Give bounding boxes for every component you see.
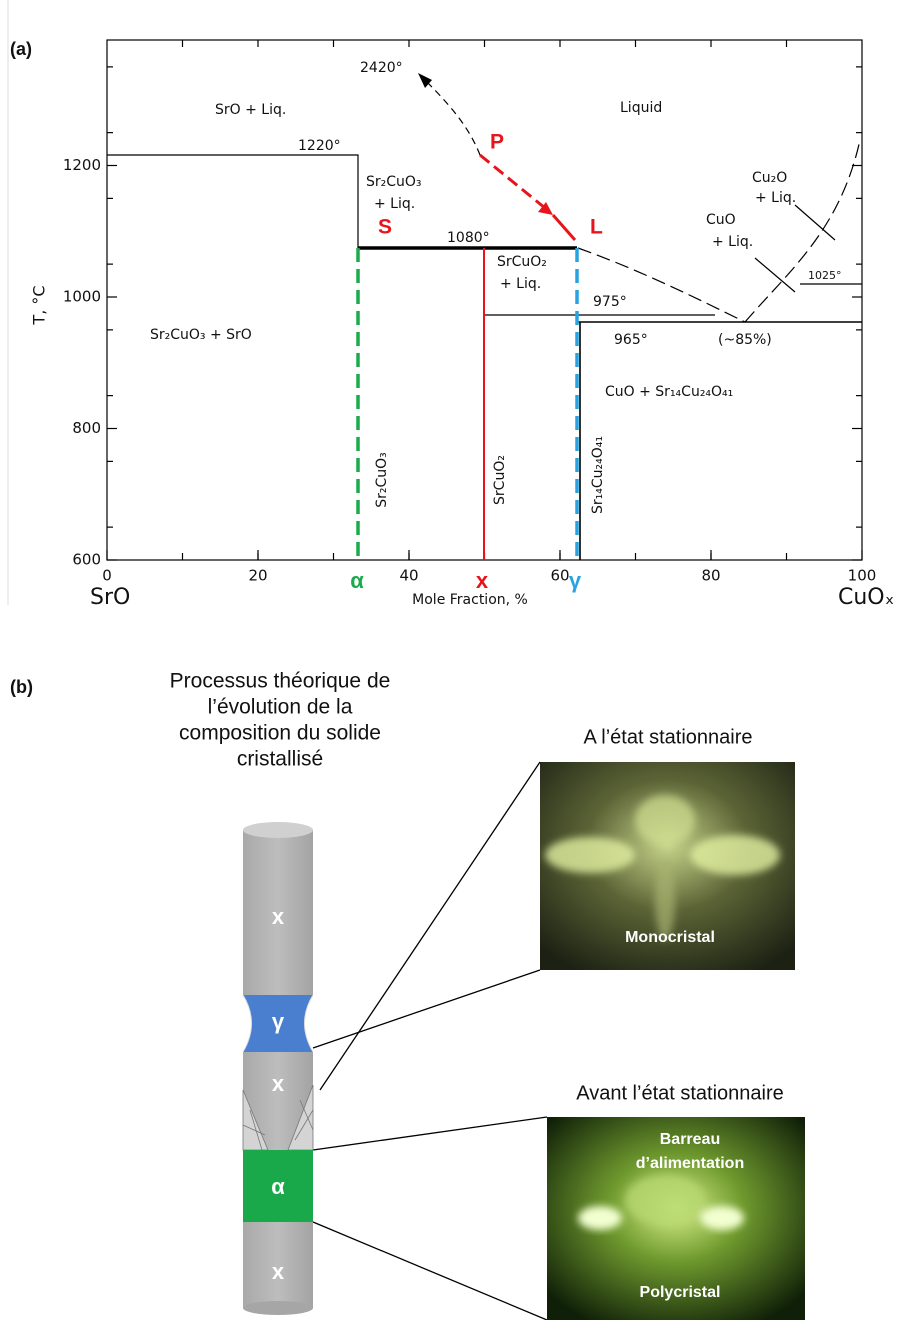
rod-segment bbox=[243, 830, 313, 995]
schematic: Processus théorique de l’évolution de la c… bbox=[170, 670, 805, 1320]
compound-label: Sr₂CuO₃ bbox=[374, 452, 390, 508]
region-label: + Liq. bbox=[374, 196, 415, 212]
x-tick-label: 40 bbox=[399, 567, 418, 585]
composition-marker: α bbox=[350, 568, 364, 593]
point-label: L bbox=[590, 216, 603, 239]
liquidus bbox=[577, 247, 746, 323]
photo-glow bbox=[545, 795, 780, 940]
photo-caption: Monocristal bbox=[625, 929, 715, 946]
x-tick-label: 60 bbox=[550, 567, 569, 585]
crystal-grains bbox=[242, 1084, 314, 1151]
connector bbox=[312, 761, 548, 1320]
rod-top bbox=[243, 822, 313, 838]
photo-caption: Barreau bbox=[660, 1131, 720, 1148]
compound-label: SrCuO₂ bbox=[492, 455, 508, 505]
x-end-label: SrO bbox=[90, 585, 130, 610]
photo-caption: d’alimentation bbox=[636, 1155, 744, 1172]
y-tick-label: 1000 bbox=[63, 288, 101, 306]
rod-label: α bbox=[271, 1174, 285, 1199]
point-label: S bbox=[378, 216, 392, 239]
phase-boundary bbox=[577, 321, 862, 560]
x-axis-label: Mole Fraction, % bbox=[412, 592, 528, 608]
region-label: + Liq. bbox=[712, 234, 753, 250]
region-label: + Liq. bbox=[755, 190, 796, 206]
composition-marker: x bbox=[476, 568, 489, 593]
rod-label: x bbox=[272, 904, 285, 929]
rod-bottom bbox=[243, 1301, 313, 1315]
arrow-head bbox=[538, 202, 553, 215]
panel-label: (b) bbox=[10, 677, 33, 697]
x-tick-label: 0 bbox=[102, 567, 112, 585]
y-axis-label: T, °C bbox=[30, 285, 49, 325]
panel-label: (a) bbox=[10, 39, 32, 59]
point-label: P bbox=[490, 131, 504, 154]
composition-marker: γ bbox=[569, 568, 582, 593]
photo-title: A l’état stationnaire bbox=[584, 726, 753, 748]
title-line: cristallisé bbox=[237, 748, 323, 771]
arrow-head bbox=[418, 73, 432, 88]
title-line: l’évolution de la bbox=[208, 696, 353, 719]
region-label: 975° bbox=[593, 294, 627, 310]
region-label: CuO + Sr₁₄Cu₂₄O₄₁ bbox=[605, 384, 733, 400]
region-label: (~85%) bbox=[718, 332, 772, 348]
rod-neck-edge bbox=[242, 994, 314, 1053]
compound-label: Sr₁₄Cu₂₄O₄₁ bbox=[590, 436, 606, 514]
liquidus bbox=[424, 79, 481, 156]
rod-segment bbox=[243, 1222, 313, 1308]
y-tick-label: 600 bbox=[72, 551, 101, 569]
photo-title: Avant l’état stationnaire bbox=[576, 1082, 784, 1104]
region-label: SrO + Liq. bbox=[215, 102, 286, 118]
phase-diagram: 0 20 40 60 80 100 600 800 1000 1200 Mole Fraction,… bbox=[30, 39, 894, 610]
region-label: CuO bbox=[706, 212, 736, 228]
liquidus bbox=[744, 139, 861, 323]
photo-caption: Polycristal bbox=[640, 1284, 721, 1301]
rod-label: x bbox=[272, 1071, 285, 1096]
rod-neck bbox=[243, 995, 313, 1052]
phase-boundary bbox=[754, 204, 836, 293]
region-label: + Liq. bbox=[500, 276, 541, 292]
y-tick-label: 800 bbox=[72, 419, 101, 437]
y-tick-label: 1200 bbox=[63, 156, 101, 174]
x-tick-label: 80 bbox=[701, 567, 720, 585]
region-label: 2420° bbox=[360, 60, 403, 76]
x-end-label: CuOₓ bbox=[838, 585, 894, 610]
rod-label: γ bbox=[272, 1009, 285, 1034]
region-label: SrCuO₂ bbox=[497, 254, 547, 270]
x-tick-label: 20 bbox=[248, 567, 267, 585]
region-label: 965° bbox=[614, 332, 648, 348]
liquidus-path bbox=[551, 214, 577, 241]
region-label: 1080° bbox=[447, 230, 490, 246]
title-line: Processus théorique de bbox=[170, 670, 391, 693]
x-tick-label: 100 bbox=[848, 567, 877, 585]
region-label: 1220° bbox=[298, 138, 341, 154]
region-label: Cu₂O bbox=[752, 170, 787, 186]
phase-boundary bbox=[107, 154, 359, 248]
region-label: Sr₂CuO₃ bbox=[366, 174, 422, 190]
region-label: Sr₂CuO₃ + SrO bbox=[150, 327, 252, 343]
region-label: 1025° bbox=[808, 269, 842, 282]
title-line: composition du solide bbox=[179, 722, 381, 745]
photo-glow bbox=[578, 1175, 744, 1230]
rod-label: x bbox=[272, 1259, 285, 1284]
rod-segment bbox=[243, 1150, 313, 1222]
liquidus-path bbox=[479, 153, 546, 210]
region-label: Liquid bbox=[620, 100, 662, 116]
